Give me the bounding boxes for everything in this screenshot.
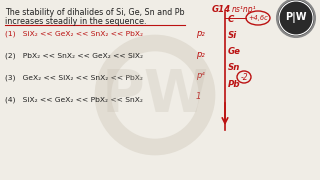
Text: 1: 1 [196, 92, 201, 101]
Text: (1)   SiX₂ << GeX₂ << SnX₂ << PbX₂: (1) SiX₂ << GeX₂ << SnX₂ << PbX₂ [5, 30, 143, 37]
Text: p₂: p₂ [196, 50, 205, 59]
Text: Pb: Pb [228, 80, 241, 89]
Text: p⁴: p⁴ [196, 71, 205, 80]
Circle shape [277, 0, 315, 37]
Text: PW: PW [101, 66, 209, 123]
Text: -2: -2 [240, 73, 248, 82]
Text: (2)   PbX₂ << SnX₂ << GeX₂ << SiX₂: (2) PbX₂ << SnX₂ << GeX₂ << SiX₂ [5, 52, 143, 58]
Text: (4)   SiX₂ << GeX₂ << PbX₂ << SnX₂: (4) SiX₂ << GeX₂ << PbX₂ << SnX₂ [5, 96, 143, 102]
Text: p₂: p₂ [196, 29, 205, 38]
Text: (3)   GeX₂ << SiX₂ << SnX₂ << PbX₂: (3) GeX₂ << SiX₂ << SnX₂ << PbX₂ [5, 74, 143, 80]
Text: Si: Si [228, 31, 237, 40]
Text: The stability of dihalides of Si, Ge, Sn and Pb: The stability of dihalides of Si, Ge, Sn… [5, 8, 185, 17]
Text: C: C [228, 15, 234, 24]
Text: Sn: Sn [228, 63, 240, 72]
Text: increases steadily in the sequence.: increases steadily in the sequence. [5, 17, 147, 26]
Text: Ge: Ge [228, 47, 241, 56]
Text: +4,6c: +4,6c [248, 15, 268, 21]
Text: G14: G14 [212, 5, 231, 14]
Text: P|W: P|W [285, 12, 307, 22]
Text: ns¹np¹: ns¹np¹ [232, 5, 257, 14]
